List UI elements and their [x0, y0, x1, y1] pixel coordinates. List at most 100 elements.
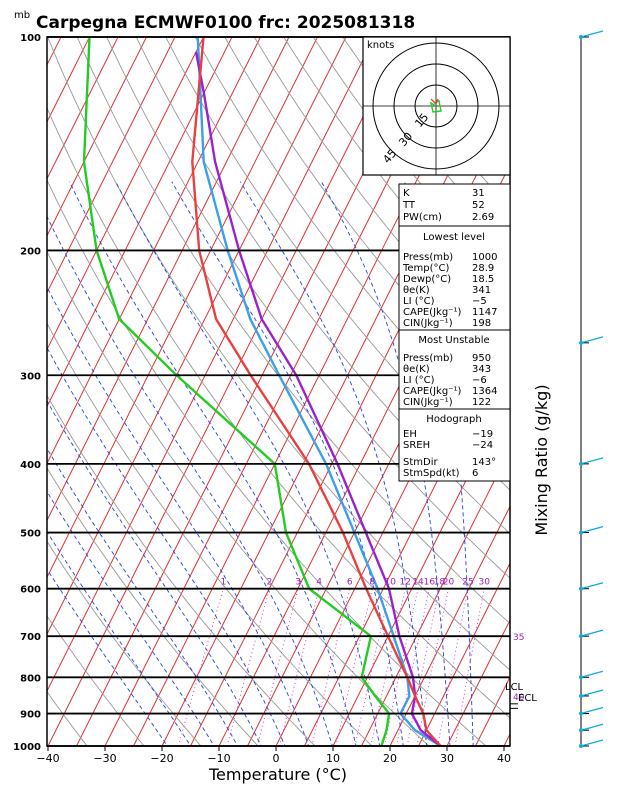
lowest-value: 1147: [472, 307, 497, 318]
wind-barb: [580, 670, 604, 678]
lowest-value: 198: [472, 318, 491, 329]
dry-adiabat-label: 35: [513, 633, 524, 643]
temperature-tick-label: 30: [440, 752, 454, 765]
dry-adiabat: [194, 37, 510, 449]
mixing-ratio-line: [416, 588, 449, 746]
hodo-value: −24: [472, 440, 493, 451]
isotherm: [218, 163, 510, 746]
lowest-label: θe(K): [403, 285, 430, 296]
storm-motion-marker: [430, 98, 439, 106]
mixing-ratio-label: 10: [385, 578, 397, 588]
pressure-tick-label: 800: [20, 673, 41, 684]
unstable-value: −6: [472, 375, 487, 386]
isotherm: [47, 37, 205, 351]
ecl-label: ECL: [518, 693, 537, 704]
dry-adiabat: [47, 322, 373, 746]
dry-adiabat: [135, 37, 510, 535]
lowest-label: LI (°C): [403, 296, 435, 307]
dry-adiabat: [47, 394, 316, 746]
isotherm: [47, 37, 290, 522]
mixing-ratio-label: 1: [220, 578, 226, 588]
moist-adiabat: [69, 181, 357, 746]
mixing-ratio-axis-title: Mixing Ratio (g/kg): [532, 384, 551, 535]
temperature-tick-label: −30: [93, 752, 116, 765]
moist-adiabat: [115, 181, 381, 746]
dry-adiabat: [106, 37, 510, 579]
indices-table: K 31 TT 52 PW(cm) 2.69 Lowest level Pres…: [398, 183, 511, 482]
lowest-value: 1000: [472, 252, 497, 263]
hodo-label: EH: [403, 429, 417, 440]
isotherm: [554, 21, 618, 761]
wind-barb: [580, 629, 604, 637]
wind-barb: [580, 30, 604, 38]
mixing-ratio-line: [311, 588, 351, 746]
unstable-label: Press(mb): [403, 353, 453, 364]
wind-barb: [580, 689, 604, 697]
isotherm: [47, 37, 262, 465]
hodo-label: StmSpd(kt): [403, 468, 460, 479]
wind-barb: [580, 723, 604, 731]
dry-adiabat: [47, 690, 88, 746]
pressure-tick-label: 400: [20, 460, 41, 471]
indices-frame: [398, 183, 511, 482]
dry-adiabat: [47, 467, 259, 746]
hodograph-ring-15: [414, 84, 458, 128]
sounding-curves: [82, 37, 442, 746]
mixing-ratio-label: 30: [479, 578, 491, 588]
x-axis-title: Temperature (°C): [208, 765, 347, 784]
mixing-ratio-label: 20: [443, 578, 455, 588]
mixing-ratio-line: [406, 588, 440, 746]
temperature-tick-label: 0: [273, 752, 280, 765]
hodo-value: −19: [472, 429, 493, 440]
index-k-label: K: [403, 188, 410, 199]
pressure-tick-label: 100: [20, 33, 41, 44]
moist-adiabat: [47, 530, 192, 746]
pressure-unit-label: mb: [14, 10, 30, 21]
lowest-label: CAPE(Jkg⁻¹): [403, 307, 461, 318]
dry-adiabat: [76, 37, 510, 625]
isotherm: [47, 37, 376, 693]
chart-grid: [0, 21, 618, 761]
temperature-tick-label: 20: [383, 752, 397, 765]
mixing-ratio-label: 2: [267, 578, 273, 588]
isotherm: [47, 37, 404, 746]
pressure-tick-label: 500: [20, 529, 41, 540]
mixing-ratio-line: [279, 588, 320, 746]
chart-title: Carpegna ECMWF0100 frc: 2025081318: [36, 13, 415, 33]
most-unstable-title: Most Unstable: [418, 335, 489, 346]
lowest-label: CIN(Jkg⁻¹): [403, 318, 453, 329]
isotherm: [47, 37, 148, 237]
lowest-label: Temp(°C): [402, 263, 450, 274]
unstable-value: 122: [472, 397, 491, 408]
dry-adiabat: [0, 37, 41, 761]
wind-barb: [580, 525, 604, 534]
pressure-tick-label: 700: [20, 632, 41, 643]
environment-curve-curve: [196, 37, 442, 746]
unstable-label: LI (°C): [403, 375, 435, 386]
unstable-label: CIN(Jkg⁻¹): [403, 397, 453, 408]
isotherm: [360, 448, 510, 746]
lowest-value: 28.9: [472, 263, 494, 274]
wind-barb: [580, 706, 604, 715]
pressure-tick-label: 1000: [13, 742, 41, 753]
moist-adiabat: [171, 181, 404, 746]
unstable-value: 950: [472, 353, 491, 364]
mixing-ratio-line: [437, 588, 469, 746]
isotherm: [389, 505, 510, 746]
lowest-label: Press(mb): [403, 252, 453, 263]
index-tt-value: 52: [472, 200, 485, 211]
unstable-label: θe(K): [403, 364, 430, 375]
isotherm: [0, 21, 12, 761]
hodo-value: 6: [472, 468, 478, 479]
dry-adiabat: [47, 540, 202, 746]
unstable-label: CAPE(Jkg⁻¹): [403, 386, 461, 397]
dry-adiabat: [47, 615, 145, 746]
temperature-tick-label: 40: [497, 752, 511, 765]
wind-profile: [579, 30, 604, 748]
temperature-tick-label: 10: [326, 752, 340, 765]
hodograph-ring-45: [372, 42, 500, 170]
mixing-ratio-line: [256, 588, 299, 746]
isotherm: [332, 391, 510, 746]
hodo-label: StmDir: [403, 457, 438, 468]
